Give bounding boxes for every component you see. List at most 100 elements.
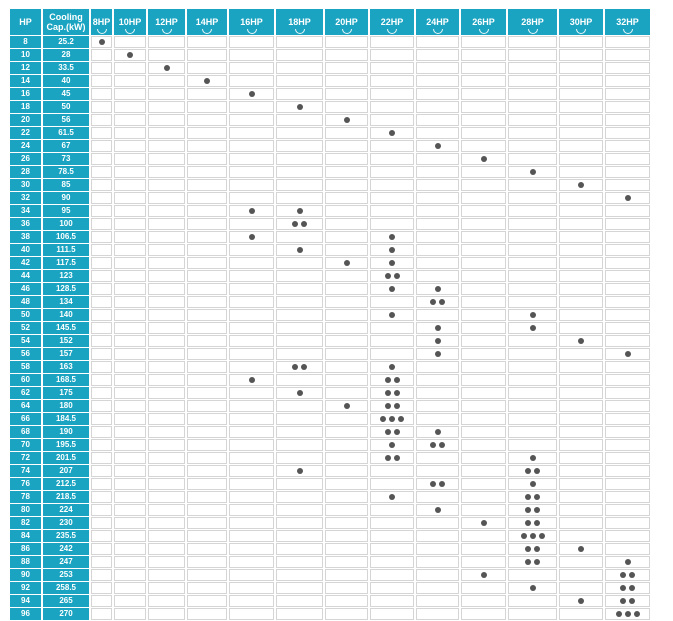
combination-cell xyxy=(416,504,459,516)
combination-cell xyxy=(508,153,557,165)
combination-cell xyxy=(148,452,185,464)
combination-cell xyxy=(605,517,650,529)
combination-cell xyxy=(148,400,185,412)
table-row: 28 78.5 xyxy=(10,166,650,178)
combination-cell xyxy=(370,400,414,412)
combination-cell xyxy=(229,283,274,295)
combination-cell xyxy=(325,192,368,204)
combination-cell xyxy=(91,374,112,386)
combination-cell xyxy=(605,62,650,74)
table-row: 68 190 xyxy=(10,426,650,438)
dot-icon xyxy=(578,181,584,188)
combination-cell xyxy=(148,348,185,360)
table-row: 82 230 xyxy=(10,517,650,529)
combination-cell xyxy=(114,166,146,178)
cooling-capacity-value: 258.5 xyxy=(43,582,89,594)
combination-cell xyxy=(91,153,112,165)
combination-cell xyxy=(508,127,557,139)
combination-cell xyxy=(187,556,227,568)
dot-icon xyxy=(624,610,631,617)
cooling-capacity-value: 90 xyxy=(43,192,89,204)
combination-cell xyxy=(187,49,227,61)
combination-cell xyxy=(559,361,603,373)
combination-cell xyxy=(559,439,603,451)
combination-cell xyxy=(229,140,274,152)
cooling-capacity-value: 224 xyxy=(43,504,89,516)
combination-cell xyxy=(416,374,459,386)
combination-cell xyxy=(187,387,227,399)
combination-cell xyxy=(416,257,459,269)
cooling-capacity-value: 50 xyxy=(43,101,89,113)
dot-icon xyxy=(480,155,487,162)
combination-cell xyxy=(91,166,112,178)
combination-cell xyxy=(187,244,227,256)
combination-cell xyxy=(461,296,506,308)
combination-cell xyxy=(325,114,368,126)
combination-cell xyxy=(91,543,112,555)
hp-value: 84 xyxy=(10,530,41,542)
unit-column-header-28hp: 28HP xyxy=(508,9,557,35)
unit-column-header-12hp: 12HP xyxy=(148,9,185,35)
table-row: 16 45 xyxy=(10,88,650,100)
combination-cell xyxy=(114,556,146,568)
combination-cell xyxy=(114,179,146,191)
combination-cell xyxy=(508,140,557,152)
cooling-capacity-value: 128.5 xyxy=(43,283,89,295)
combination-cell xyxy=(461,257,506,269)
cooling-capacity-value: 45 xyxy=(43,88,89,100)
combination-cell xyxy=(370,166,414,178)
combination-cell xyxy=(276,335,323,347)
combination-cell xyxy=(461,153,506,165)
combination-cell xyxy=(370,257,414,269)
cooling-capacity-value: 235.5 xyxy=(43,530,89,542)
combination-cell xyxy=(148,296,185,308)
combination-cell xyxy=(461,140,506,152)
combination-cell xyxy=(114,426,146,438)
combination-cell xyxy=(229,569,274,581)
combination-cell xyxy=(187,504,227,516)
combination-cell xyxy=(370,361,414,373)
dot-icon xyxy=(296,103,303,110)
combination-cell xyxy=(91,283,112,295)
combination-cell xyxy=(276,569,323,581)
combination-cell xyxy=(416,101,459,113)
dot-icon xyxy=(629,597,635,604)
combination-cell xyxy=(605,322,650,334)
combination-cell xyxy=(605,543,650,555)
combination-cell xyxy=(559,504,603,516)
dot-icon xyxy=(380,415,386,422)
combination-cell xyxy=(229,62,274,74)
table-row: 38 106.5 xyxy=(10,231,650,243)
combination-cell xyxy=(276,348,323,360)
combination-cell xyxy=(559,49,603,61)
combination-cell xyxy=(559,426,603,438)
dot-icon xyxy=(434,324,441,331)
combination-cell xyxy=(187,192,227,204)
combination-cell xyxy=(461,595,506,607)
combination-cell xyxy=(508,543,557,555)
combination-cell xyxy=(370,62,414,74)
combination-cell xyxy=(559,543,603,555)
table-row: 42 117.5 xyxy=(10,257,650,269)
hp-value: 44 xyxy=(10,270,41,282)
combination-cell xyxy=(370,348,414,360)
dot-icon xyxy=(615,610,622,617)
hp-value: 78 xyxy=(10,491,41,503)
combination-cell xyxy=(229,231,274,243)
combination-cell xyxy=(508,205,557,217)
combination-cell xyxy=(461,569,506,581)
combination-cell xyxy=(325,556,368,568)
combination-cell xyxy=(114,283,146,295)
dot-icon xyxy=(343,402,350,409)
combination-cell xyxy=(276,361,323,373)
dot-icon xyxy=(624,558,631,565)
hp-value: 18 xyxy=(10,101,41,113)
combination-cell xyxy=(559,569,603,581)
combination-cell xyxy=(229,439,274,451)
dot-icon xyxy=(529,311,536,318)
table-row: 74 207 xyxy=(10,465,650,477)
combination-cell xyxy=(461,283,506,295)
combination-cell xyxy=(229,530,274,542)
unit-column-header-20hp: 20HP xyxy=(325,9,368,35)
combination-cell xyxy=(325,218,368,230)
